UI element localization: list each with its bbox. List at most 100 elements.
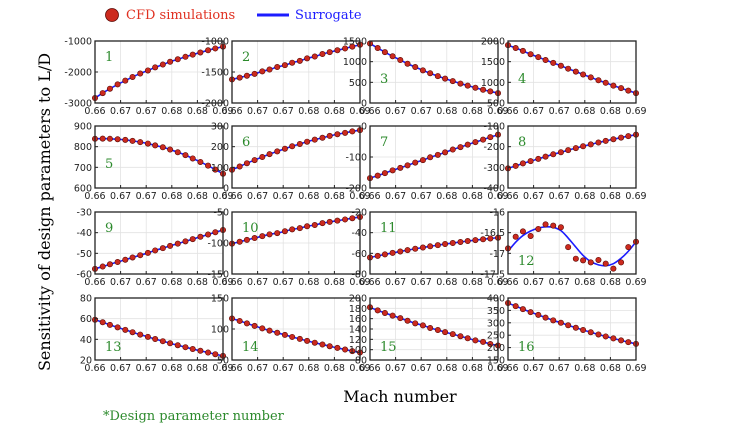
cfd-point: [389, 53, 396, 60]
cfd-point: [389, 249, 396, 256]
cfd-point: [114, 259, 121, 266]
plot-area: [508, 41, 636, 103]
cfd-point: [311, 222, 318, 229]
cfd-point: [289, 226, 296, 233]
y-tick-label: 140: [349, 325, 367, 336]
cfd-point: [625, 339, 632, 346]
plot-area: [508, 298, 636, 360]
cfd-point: [304, 337, 311, 344]
plot-area: [95, 212, 223, 274]
x-tick-label: 0.66: [359, 191, 380, 202]
cfd-point: [281, 331, 288, 338]
cfd-point: [342, 129, 349, 136]
cfd-point: [449, 146, 456, 153]
x-tick-label: 0.67: [273, 363, 294, 374]
cfd-point: [542, 153, 549, 160]
x-tick-label: 0.68: [436, 277, 457, 288]
cfd-point: [137, 139, 144, 146]
panel-number-label: 14: [242, 340, 259, 355]
cfd-point: [412, 245, 419, 252]
cfd-point: [512, 45, 519, 52]
y-tick-label: 200: [211, 142, 229, 153]
x-tick-label: 0.68: [187, 191, 208, 202]
cfd-point: [381, 49, 388, 56]
cfd-point: [374, 45, 381, 52]
cfd-point: [205, 162, 212, 169]
x-tick-label: 0.66: [497, 363, 518, 374]
cfd-point: [572, 255, 579, 262]
subplot-14: 0.66 0.67 0.67 0.68 0.68 0.69 150 100 50 14: [211, 294, 371, 375]
x-tick-label: 0.68: [462, 363, 483, 374]
x-tick-label: 0.69: [212, 106, 233, 117]
cfd-point: [266, 66, 273, 73]
axes-frame: [369, 40, 499, 104]
x-tick-label: 0.67: [273, 106, 294, 117]
x-tick-label: 0.69: [487, 106, 508, 117]
x-tick-label: 0.66: [84, 191, 105, 202]
y-tick-label: -300: [483, 163, 505, 174]
cfd-point: [197, 233, 204, 240]
y-tick-label: 60: [80, 314, 92, 325]
cfd-point: [319, 134, 326, 141]
x-tick-label: 0.67: [247, 277, 268, 288]
x-tick-label: 0.66: [221, 106, 242, 117]
subplot-10: 0.66 0.67 0.67 0.68 0.68 0.69 -50 -100 -150 10: [207, 208, 370, 289]
cfd-point: [326, 132, 333, 139]
cfd-point: [610, 265, 617, 272]
cfd-point: [381, 309, 388, 316]
cfd-point: [519, 228, 526, 235]
cfd-point: [174, 240, 181, 247]
x-tick-label: 0.67: [136, 191, 157, 202]
cfd-point: [349, 215, 356, 222]
x-tick-label: 0.66: [221, 363, 242, 374]
cfd-point: [129, 73, 136, 80]
plot-area: [370, 41, 498, 103]
x-tick-label: 0.69: [349, 363, 370, 374]
y-tick-label: 500: [349, 78, 367, 89]
plot-area: [508, 126, 636, 188]
cfd-point: [442, 329, 449, 336]
cfd-point: [480, 86, 487, 93]
cfd-point: [349, 43, 356, 50]
cfd-point: [618, 259, 625, 266]
cfd-point: [404, 247, 411, 254]
cfd-point: [389, 167, 396, 174]
cfd-point: [449, 78, 456, 85]
y-tick-label: 120: [349, 335, 367, 346]
cfd-point: [472, 139, 479, 146]
x-tick-label: 0.68: [161, 277, 182, 288]
cfd-point: [374, 307, 381, 314]
cfd-point: [122, 136, 129, 143]
cfd-point: [326, 343, 333, 350]
cfd-point: [205, 231, 212, 238]
cfd-point: [602, 79, 609, 86]
cfd-point: [557, 319, 564, 326]
subplot-grid: 0.66 0.67 0.67 0.68 0.68 0.69-1000-2000-30001…: [64, 37, 646, 375]
x-tick-label: 0.68: [600, 363, 621, 374]
cfd-point: [334, 344, 341, 351]
x-tick-label: 0.67: [549, 363, 570, 374]
cfd-point: [472, 337, 479, 344]
cfd-point: [326, 218, 333, 225]
cfd-point: [129, 254, 136, 261]
cfd-point: [319, 51, 326, 58]
cfd-point: [296, 57, 303, 64]
x-tick-label: 0.68: [574, 277, 595, 288]
cfd-point: [434, 73, 441, 80]
x-tick-label: 0.67: [523, 277, 544, 288]
cfd-point: [182, 238, 189, 245]
cfd-point: [449, 240, 456, 247]
cfd-point: [464, 141, 471, 148]
cfd-point: [319, 220, 326, 227]
axes-frame: [231, 125, 361, 189]
cfd-point: [464, 82, 471, 89]
plot-area: [232, 126, 360, 188]
cfd-point: [412, 320, 419, 327]
cfd-point: [129, 137, 136, 144]
cfd-point: [580, 143, 587, 150]
subplot-7: 0.66 0.67 0.67 0.68 0.68 0.69 0 -100 -200 7: [345, 122, 508, 203]
panel-number-label: 8: [518, 135, 526, 150]
x-tick-label: 0.67: [110, 106, 131, 117]
x-tick-label: 0.68: [187, 277, 208, 288]
